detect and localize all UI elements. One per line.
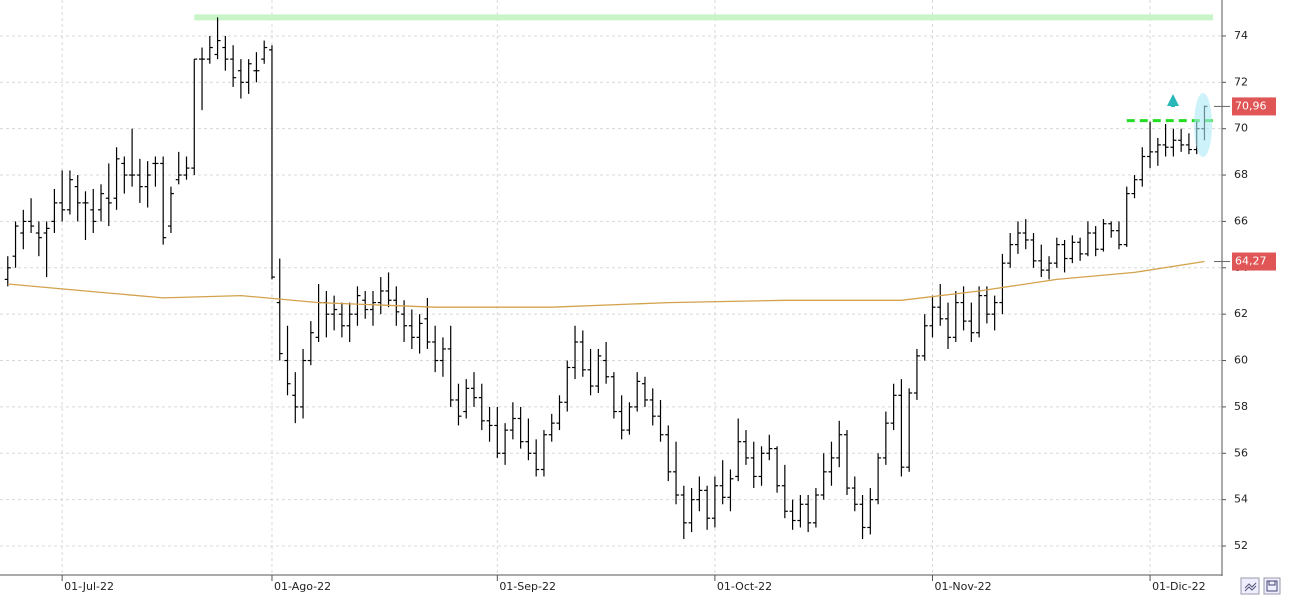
price-label: 64,27 — [1235, 255, 1267, 268]
up-arrow — [1167, 94, 1179, 107]
save-icon — [1266, 580, 1278, 592]
y-tick-label: 68 — [1234, 168, 1248, 181]
highlight-ellipse — [1194, 93, 1212, 157]
scale-button[interactable] — [1240, 577, 1260, 595]
y-tick-label: 66 — [1234, 214, 1248, 227]
y-tick-label: 74 — [1234, 29, 1248, 42]
y-tick-label: 70 — [1234, 122, 1248, 135]
x-tick-label: 01-Oct-22 — [717, 580, 772, 593]
x-tick-label: 01-Ago-22 — [274, 580, 331, 593]
y-tick-label: 60 — [1234, 354, 1248, 367]
save-button[interactable] — [1263, 577, 1281, 595]
plot — [4, 14, 1213, 540]
x-tick-label: 01-Dic-22 — [1152, 580, 1206, 593]
price-label: 70,96 — [1235, 99, 1267, 112]
y-tick-label: 52 — [1234, 539, 1248, 552]
x-tick-label: 01-Jul-22 — [64, 580, 114, 593]
x-tick-label: 01-Nov-22 — [934, 580, 991, 593]
moving-average — [7, 260, 1205, 308]
price-label-box — [1232, 97, 1276, 116]
scale-icon — [1244, 582, 1257, 592]
y-tick-label: 72 — [1234, 75, 1248, 88]
x-tick-label: 01-Sep-22 — [499, 580, 556, 593]
y-tick-label: 62 — [1234, 307, 1248, 320]
y-tick-label: 56 — [1234, 446, 1248, 459]
price-label-box — [1232, 252, 1276, 271]
y-tick-label: 54 — [1234, 493, 1248, 506]
y-tick-label: 58 — [1234, 400, 1248, 413]
